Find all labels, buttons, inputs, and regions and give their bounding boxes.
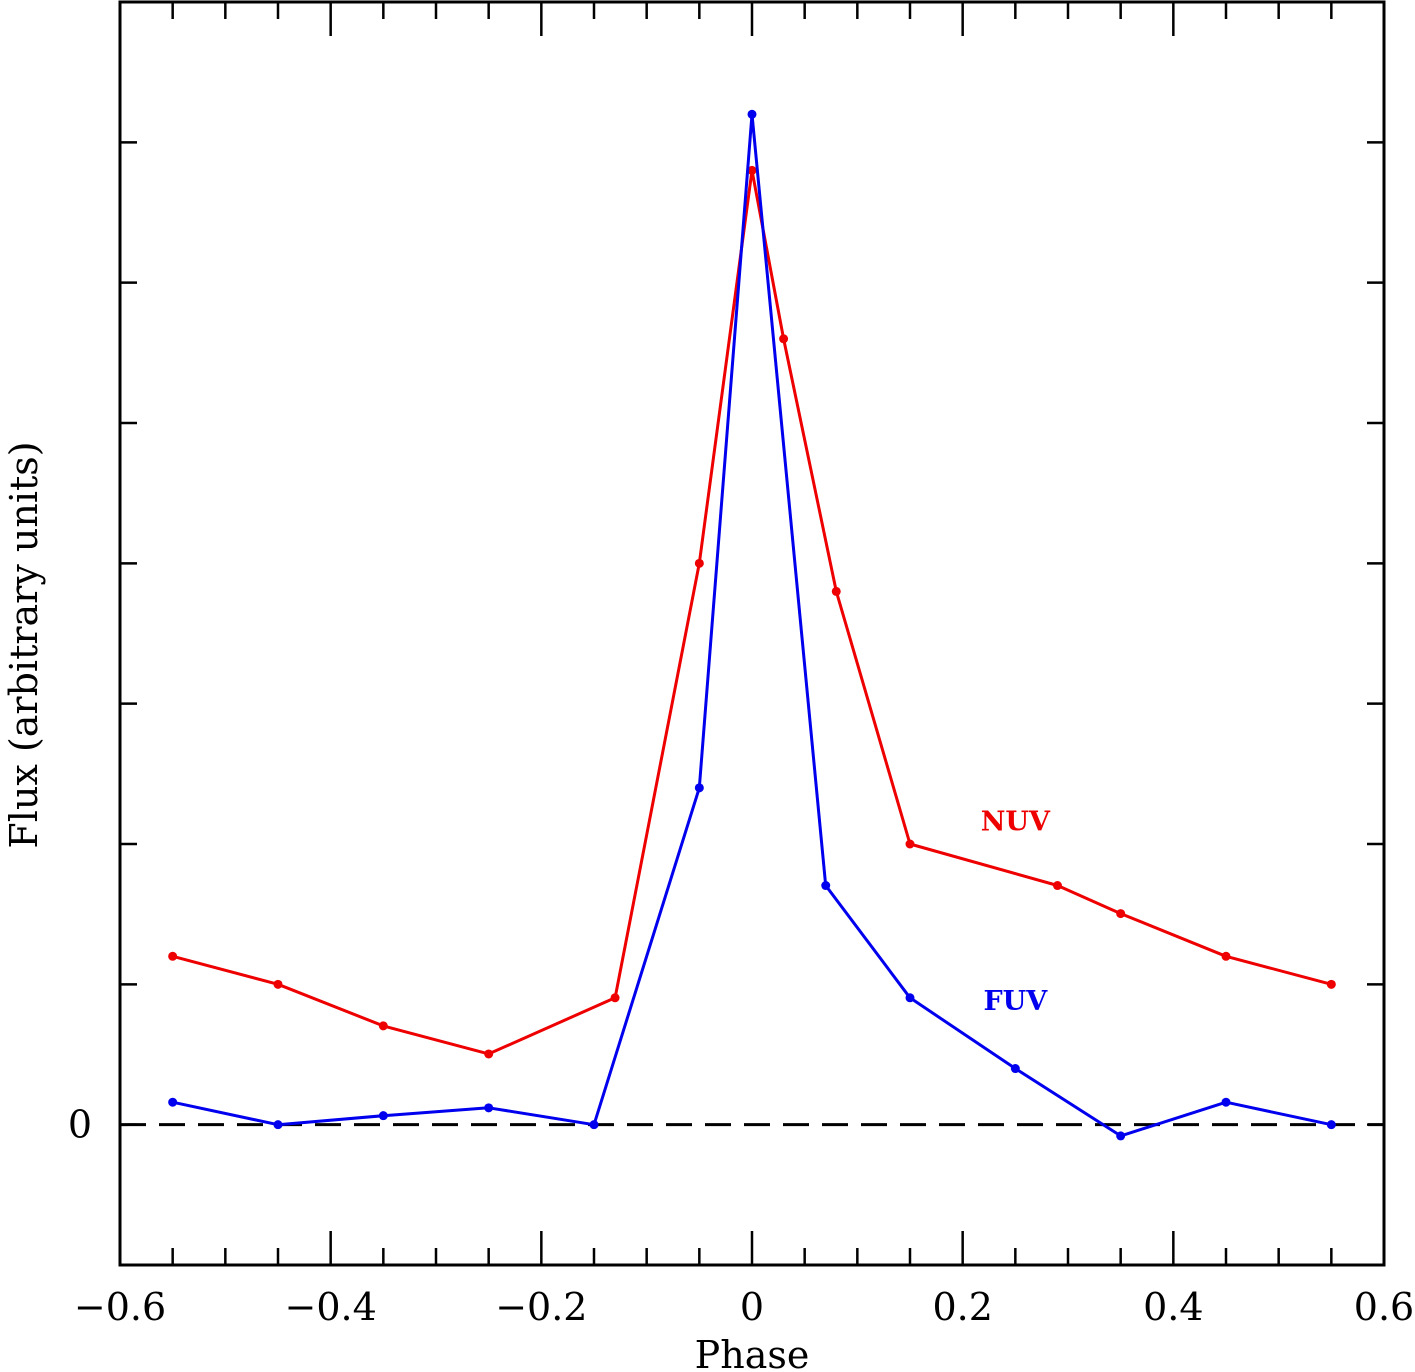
data-point-nuv (484, 1049, 494, 1059)
series-group: NUV FUV (168, 109, 1336, 1141)
data-point-nuv (779, 334, 789, 344)
data-point-nuv (1326, 979, 1336, 989)
axis-ticks (118, 0, 1386, 1267)
data-point-nuv (273, 979, 283, 989)
x-tick-label: 0 (740, 1285, 764, 1329)
series-nuv: NUV (168, 165, 1336, 1059)
y-tick-label: 0 (68, 1103, 92, 1147)
data-point-nuv (694, 558, 704, 568)
data-point-fuv (168, 1097, 178, 1107)
y-axis-title: Flux (arbitrary units) (2, 441, 46, 848)
x-tick-label: −0.2 (495, 1285, 587, 1329)
data-point-fuv (747, 109, 757, 119)
data-point-fuv (694, 783, 704, 793)
data-point-fuv (1326, 1120, 1336, 1130)
data-point-nuv (747, 165, 757, 175)
data-point-fuv (484, 1103, 494, 1113)
data-point-nuv (378, 1021, 388, 1031)
x-tick-label: 0.4 (1143, 1285, 1203, 1329)
tick-labels: −0.6 −0.4 −0.2 0 0.2 0.4 0.6 0 (68, 1103, 1414, 1329)
series-line-fuv (172, 112, 1332, 1138)
x-axis-title: Phase (695, 1333, 810, 1372)
data-point-fuv (1116, 1131, 1126, 1141)
series-fuv: FUV (168, 109, 1336, 1141)
plot-frame (118, 0, 1386, 1267)
series-line-nuv (172, 168, 1332, 1056)
x-tick-label: −0.4 (285, 1285, 377, 1329)
data-point-fuv (821, 881, 831, 891)
data-point-nuv (1116, 909, 1126, 919)
data-point-nuv (610, 993, 620, 1003)
data-point-fuv (1010, 1064, 1020, 1074)
series-label-fuv: FUV (983, 986, 1048, 1017)
data-point-fuv (273, 1120, 283, 1130)
x-tick-label: 0.6 (1354, 1285, 1414, 1329)
data-point-fuv (378, 1111, 388, 1121)
data-point-nuv (1052, 881, 1062, 891)
series-label-nuv: NUV (981, 807, 1051, 838)
data-point-nuv (905, 839, 915, 849)
data-point-fuv (589, 1120, 599, 1130)
x-tick-label: −0.6 (74, 1285, 166, 1329)
data-point-nuv (1221, 951, 1231, 961)
data-point-nuv (168, 951, 178, 961)
x-tick-label: 0.2 (932, 1285, 992, 1329)
data-point-fuv (905, 993, 915, 1003)
data-point-fuv (1221, 1097, 1231, 1107)
data-point-nuv (831, 586, 841, 596)
